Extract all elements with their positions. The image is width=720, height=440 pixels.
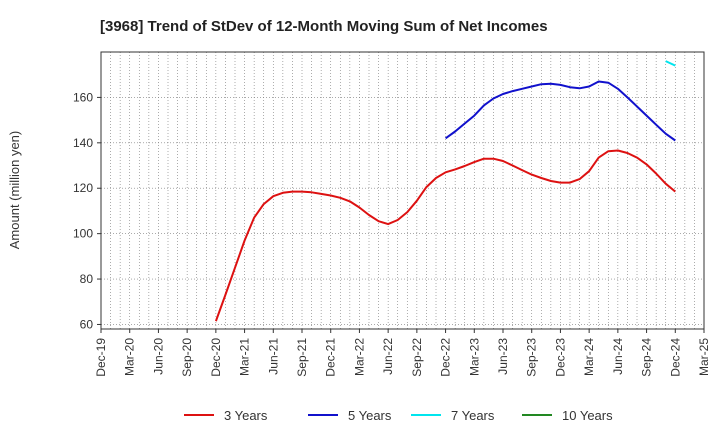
grid — [101, 52, 704, 329]
x-tick-label: Dec-23 — [553, 338, 567, 377]
x-tick-label: Jun-24 — [611, 338, 625, 375]
legend-label: 10 Years — [562, 408, 613, 423]
series-line-7-years — [665, 60, 676, 67]
x-tick-label: Jun-21 — [266, 338, 280, 375]
x-tick-label: Mar-21 — [238, 338, 252, 376]
x-tick-label: Dec-21 — [324, 338, 338, 377]
x-axis: Dec-19 Mar-20 Jun-20 Sep-20 Dec-20 Mar-21 Jun-… — [94, 329, 711, 377]
series-line-3-years — [214, 149, 676, 322]
y-tick-label: 80 — [80, 272, 94, 286]
x-tick-label: Sep-24 — [640, 338, 654, 377]
plot-frame — [100, 51, 705, 330]
x-tick-label: Sep-21 — [295, 338, 309, 377]
x-tick-label: Jun-20 — [151, 338, 165, 375]
y-axis: 60 80 100 120 140 160 — [73, 90, 101, 331]
x-tick-label: Mar-23 — [467, 338, 481, 376]
y-tick-label: 100 — [73, 227, 93, 241]
y-tick-label: 160 — [73, 90, 93, 104]
series-group — [214, 60, 676, 322]
legend-label: 7 Years — [451, 408, 495, 423]
x-tick-label: Mar-24 — [582, 338, 596, 376]
x-tick-label: Dec-20 — [209, 338, 223, 377]
x-tick-label: Sep-23 — [525, 338, 539, 377]
y-tick-label: 140 — [73, 136, 93, 150]
x-tick-label: Mar-25 — [697, 338, 711, 376]
x-tick-label: Mar-20 — [123, 338, 137, 376]
legend-label: 5 Years — [348, 408, 392, 423]
legend-label: 3 Years — [224, 408, 268, 423]
x-tick-label: Sep-20 — [180, 338, 194, 377]
x-tick-label: Mar-22 — [352, 338, 366, 376]
y-tick-label: 120 — [73, 181, 93, 195]
y-axis-label: Amount (million yen) — [7, 131, 22, 250]
x-tick-label: Jun-23 — [496, 338, 510, 375]
series-line-5-years — [445, 80, 676, 142]
y-tick-label: 60 — [80, 317, 94, 331]
x-tick-label: Dec-22 — [439, 338, 453, 377]
x-tick-label: Dec-19 — [94, 338, 108, 377]
chart-title: [3968] Trend of StDev of 12-Month Moving… — [100, 18, 548, 35]
x-tick-label: Jun-22 — [381, 338, 395, 375]
x-tick-label: Sep-22 — [410, 338, 424, 377]
legend: 3 Years 5 Years 7 Years 10 Years — [184, 408, 613, 423]
x-tick-label: Dec-24 — [668, 338, 682, 377]
